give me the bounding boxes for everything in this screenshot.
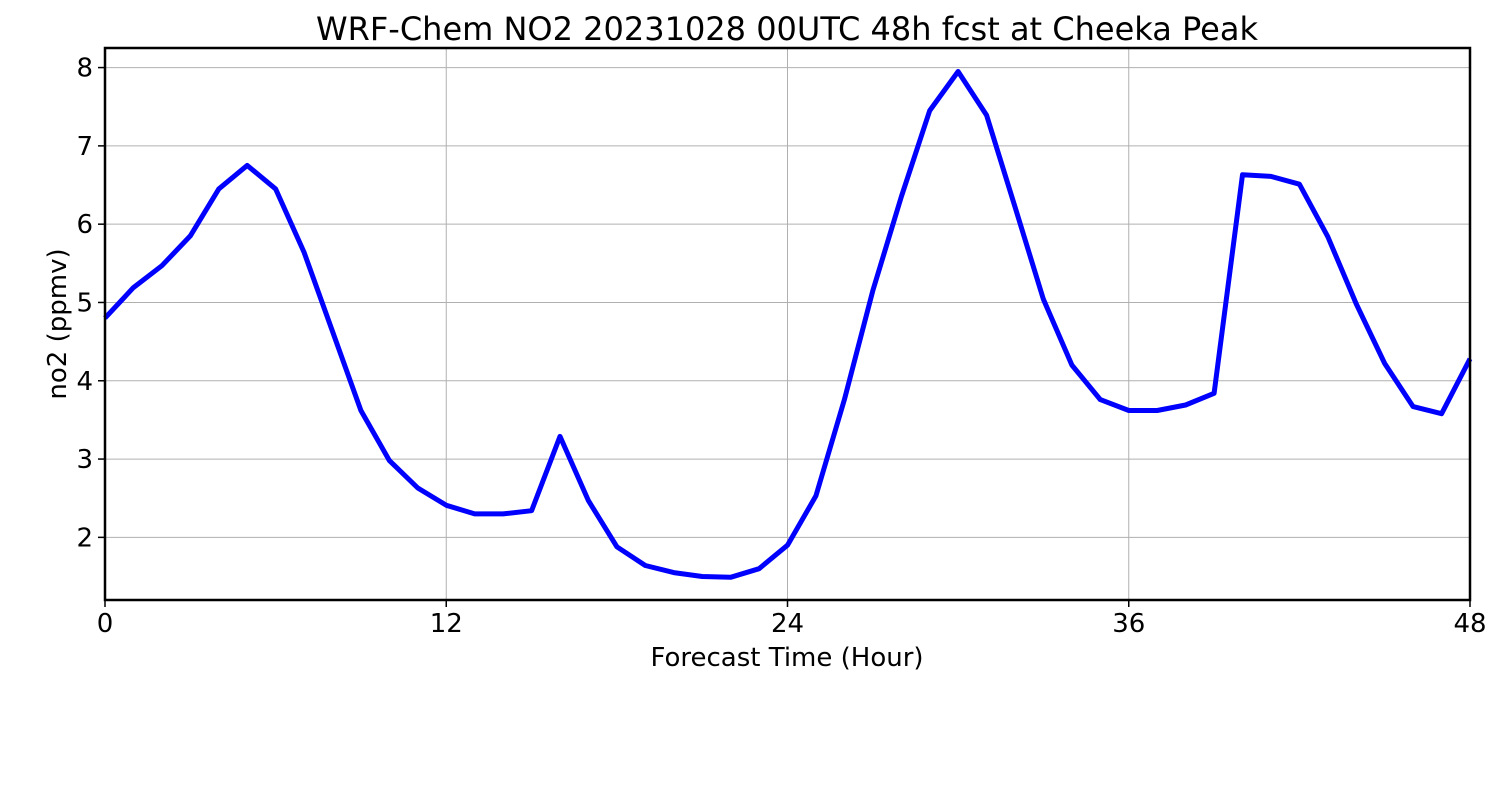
series-layer [103,69,1473,580]
axis-ticks: 0 12 24 36 48 2 3 4 5 6 7 8 [76,54,1486,639]
chart-title: WRF-Chem NO2 20231028 00UTC 48h fcst at … [316,10,1258,48]
x-tick-label: 12 [430,609,463,639]
y-tick-label: 6 [76,210,93,240]
y-tick-label: 7 [76,132,93,162]
x-tick-label: 36 [1112,609,1145,639]
x-tick-label: 0 [97,609,114,639]
x-axis-label: Forecast Time (Hour) [650,643,923,673]
x-tick-label: 24 [771,609,804,639]
y-tick-label: 4 [76,367,93,397]
series-line [103,69,1473,580]
y-axis-label: no2 (ppmv) [43,248,73,399]
y-tick-label: 8 [76,54,93,84]
x-tick-label: 48 [1453,609,1486,639]
y-tick-label: 3 [76,445,93,475]
y-tick-label: 5 [76,288,93,318]
y-tick-label: 2 [76,523,93,553]
grid [104,48,1471,600]
